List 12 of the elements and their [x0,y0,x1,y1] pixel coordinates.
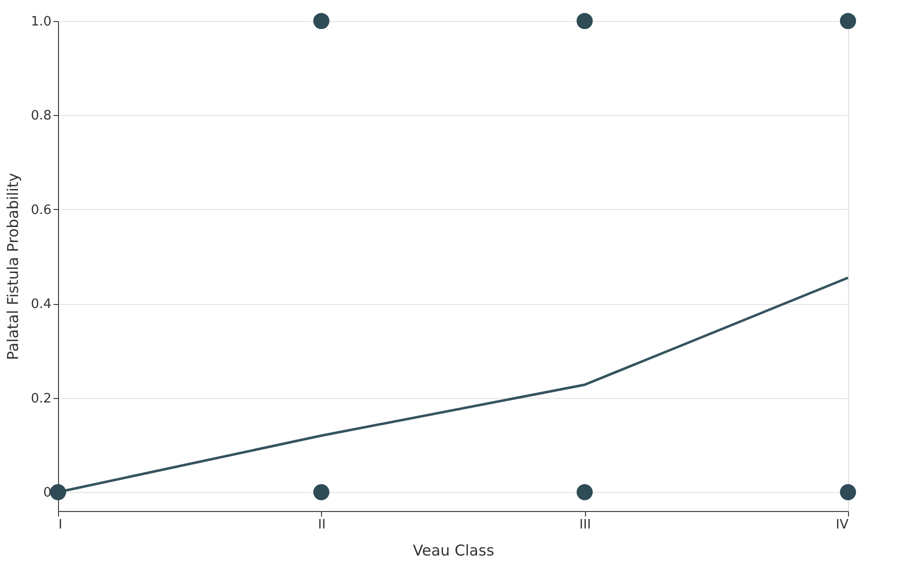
y-tick-label: 0 [43,486,52,501]
y-tick-label: 0.8 [30,108,52,124]
y-axis-title: Palatal Fistula Probability [4,172,22,360]
x-tick-label: IV [836,518,849,532]
y-tick-label: 0.2 [30,391,52,406]
y-tick-label: 1.0 [30,14,52,30]
x-axis-title: Veau Class [412,542,494,560]
y-tick-label: 0.6 [30,202,52,218]
x-tick-label: I [58,518,62,532]
x-tick-label: III [579,518,591,532]
x-tick-label: II [318,518,326,532]
y-tick-label: 0.4 [30,297,52,312]
